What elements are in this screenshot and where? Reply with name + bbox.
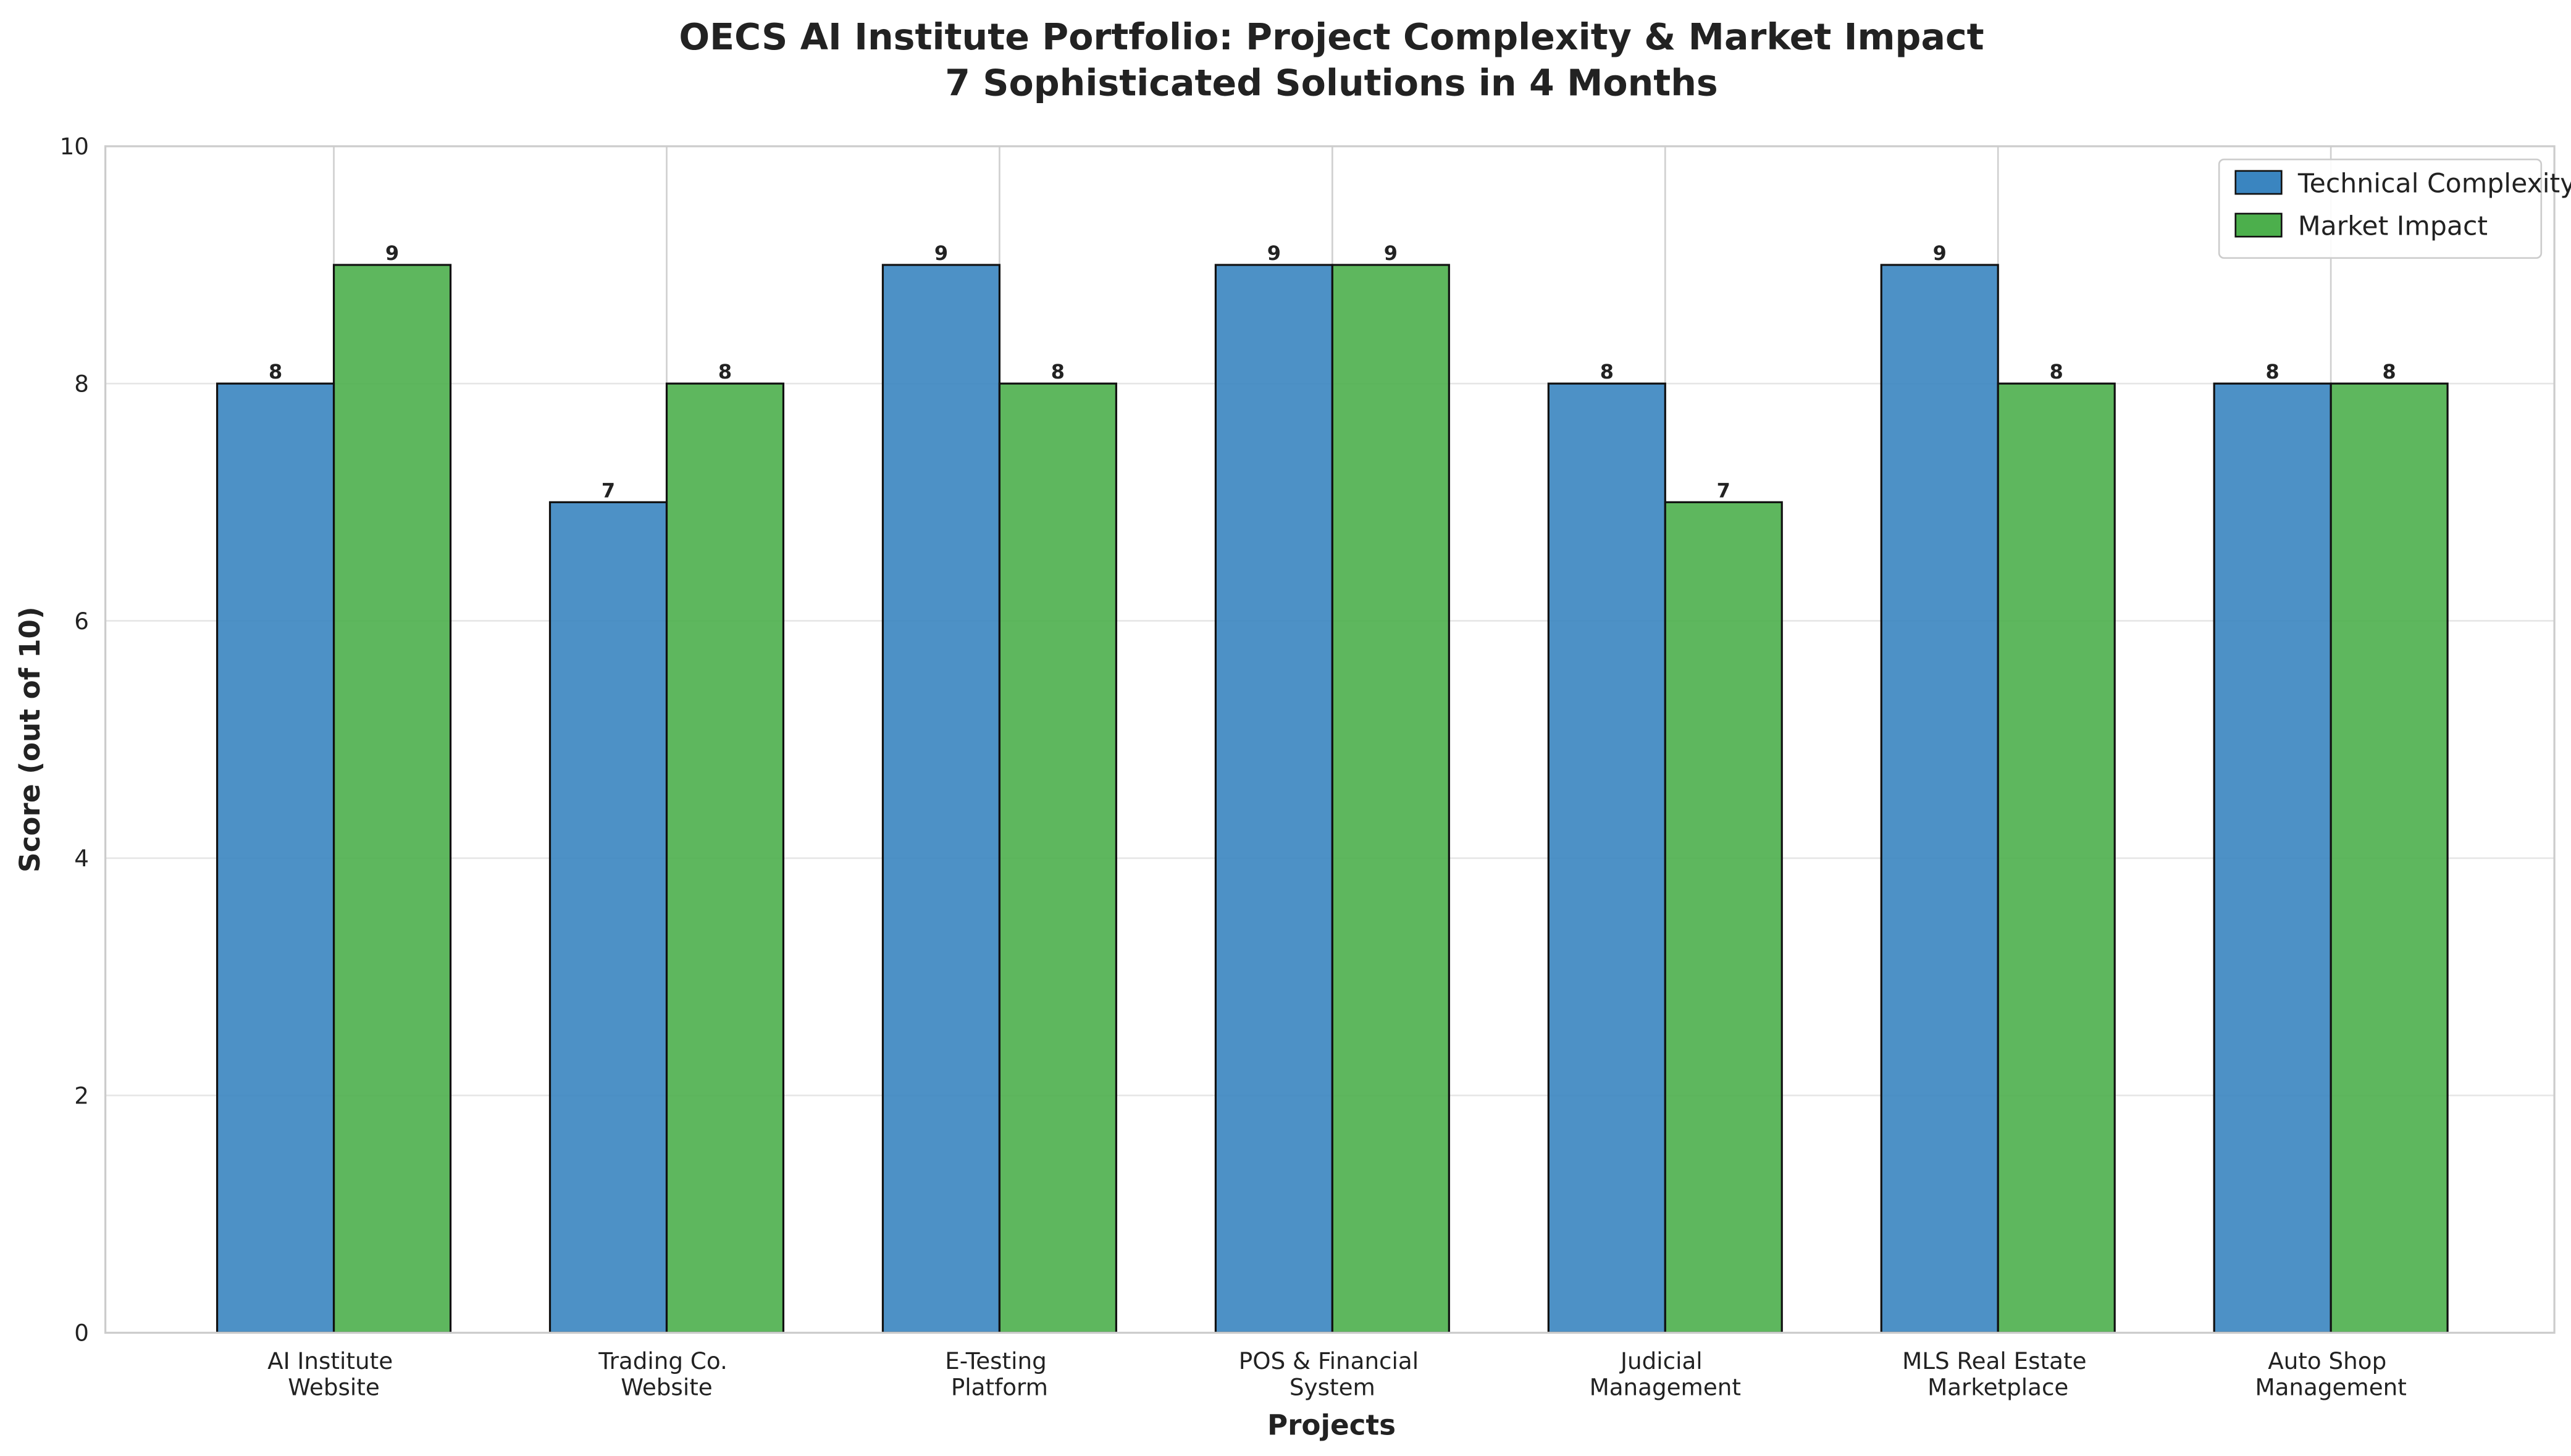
bar (1331, 264, 1450, 1334)
y-axis-label: Score (out of 10) (14, 606, 46, 872)
bar (1547, 382, 1666, 1334)
y-tick-label: 4 (74, 845, 89, 872)
bar (881, 264, 1001, 1334)
legend-box (2218, 158, 2543, 259)
value-label: 8 (269, 360, 282, 383)
value-label: 9 (385, 241, 399, 265)
value-label: 7 (602, 479, 615, 502)
value-label: 8 (2383, 360, 2396, 383)
value-label: 9 (1933, 241, 1947, 265)
legend-label: Market Impact (2298, 211, 2488, 242)
x-tick-label: E-Testing Platform (945, 1347, 1054, 1401)
value-label: 7 (1717, 479, 1730, 502)
bar (1214, 264, 1333, 1334)
x-tick-label: AI Institute Website (267, 1347, 400, 1401)
bar (2330, 382, 2449, 1334)
x-tick-label: Trading Co. Website (598, 1347, 734, 1401)
chart-subtitle: 7 Sophisticated Solutions in 4 Months (945, 62, 1718, 104)
value-label: 9 (1267, 241, 1281, 265)
bar (332, 264, 452, 1334)
value-label: 8 (1051, 360, 1065, 383)
value-label: 9 (934, 241, 948, 265)
value-label: 9 (1384, 241, 1398, 265)
legend-swatch (2234, 170, 2283, 195)
legend-label: Technical Complexity (2297, 168, 2571, 199)
x-tick-label: MLS Real Estate Marketplace (1902, 1347, 2094, 1401)
value-label: 8 (718, 360, 732, 383)
y-tick-label: 6 (74, 608, 89, 635)
y-tick-label: 2 (74, 1082, 89, 1109)
legend-swatch (2234, 212, 2283, 238)
value-label: 8 (2266, 360, 2280, 383)
bar (1664, 501, 1783, 1334)
value-label: 8 (2050, 360, 2063, 383)
bar (1880, 264, 1999, 1334)
bar (548, 501, 668, 1334)
bar (1997, 382, 2116, 1334)
y-tick-label: 0 (74, 1320, 89, 1347)
chart-title: OECS AI Institute Portfolio: Project Com… (679, 16, 1984, 58)
value-label: 8 (1600, 360, 1614, 383)
x-tick-label: Auto Shop Management (2255, 1347, 2406, 1401)
x-tick-label: Judicial Management (1590, 1347, 1741, 1401)
y-tick-label: 10 (60, 133, 89, 160)
bar (998, 382, 1117, 1334)
bar (2213, 382, 2332, 1334)
x-axis-label: Projects (1267, 1408, 1396, 1441)
bar (665, 382, 785, 1334)
x-tick-label: POS & Financial System (1239, 1347, 1426, 1401)
y-tick-label: 8 (74, 370, 89, 397)
plot-frame (104, 145, 2556, 1334)
bar (216, 382, 335, 1334)
